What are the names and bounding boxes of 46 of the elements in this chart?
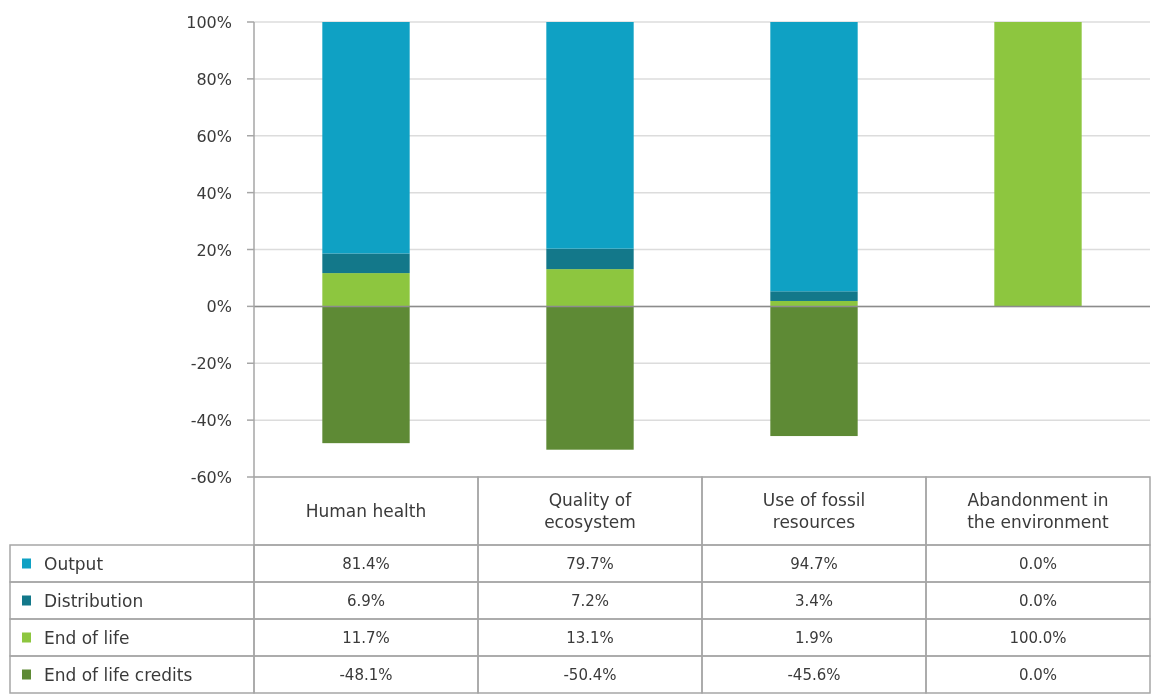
bar [770,22,858,292]
bar [770,291,858,301]
bar [770,300,858,307]
y-tick-label: -60% [190,467,232,487]
data-label: 1.9% [794,628,834,647]
x-tick-label: Use of fossil resources [762,490,866,532]
data-label: 100.0% [1009,628,1067,647]
bar [322,22,410,254]
y-tick-label: -20% [190,353,232,373]
y-tick-label: -40% [190,410,232,430]
y-tick-label: 20% [196,240,232,259]
bar [546,306,634,450]
bar [770,306,858,437]
data-label: 94.7% [790,554,838,573]
x-tick-label: Human health [305,501,427,521]
legend-label: Output [44,553,104,574]
data-label: 3.4% [794,591,834,610]
bar [322,273,410,307]
x-tick-label: Quality of ecosystem [544,490,636,532]
bar [546,22,634,249]
data-label: 79.7% [566,554,614,573]
bar [322,253,410,274]
bar [322,306,410,444]
legend-label: End of life [44,627,130,648]
data-label: -45.6% [787,665,841,684]
data-label: 0.0% [1018,591,1058,610]
y-tick-label: 40% [196,183,232,203]
legend-label: Distribution [44,590,144,611]
bar [546,269,634,307]
data-label: 0.0% [1018,554,1058,573]
data-label: 7.2% [570,591,610,610]
data-label: 81.4% [342,554,390,573]
bar [546,248,634,270]
data-label: 11.7% [342,628,390,647]
x-tick-label: Abandonment in the environment [967,490,1110,532]
y-tick-label: 0% [206,296,232,316]
data-label: -48.1% [339,665,393,684]
y-tick-label: 60% [196,126,232,146]
data-label: 13.1% [566,628,614,647]
data-label: 0.0% [1018,665,1058,684]
y-tick-label: 80% [196,69,232,89]
bar [994,22,1082,307]
legend-label: End of life credits [44,664,193,685]
data-label: -50.4% [563,665,617,684]
y-tick-label: 100% [186,12,232,32]
data-label: 6.9% [346,591,386,610]
